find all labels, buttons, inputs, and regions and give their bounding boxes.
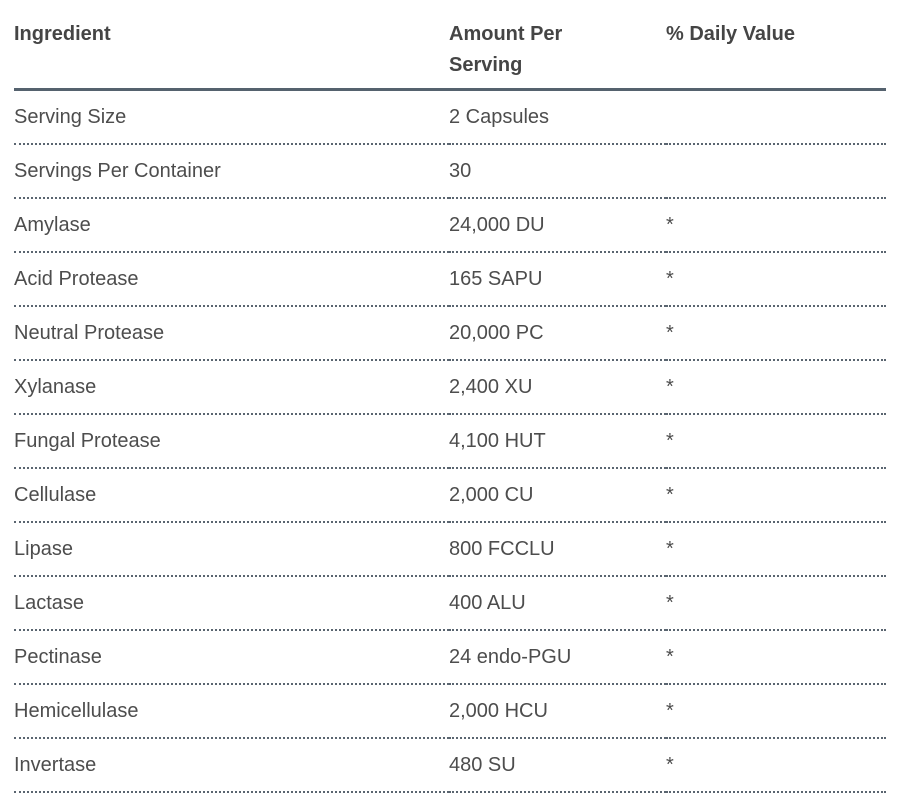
cell-daily_value: * — [666, 252, 886, 307]
supplement-facts-table: Ingredient Amount Per Serving % Daily Va… — [14, 0, 886, 793]
table-row: Acid Protease 165 SAPU * — [14, 252, 886, 307]
table-row: Pectinase 24 endo-PGU * — [14, 630, 886, 685]
table-row: Invertase 480 SU * — [14, 738, 886, 793]
cell-amount: 2,000 CU — [449, 468, 666, 523]
cell-ingredient: Cellulase — [14, 468, 449, 523]
table-row: Serving Size 2 Capsules — [14, 89, 886, 145]
cell-amount: 24 endo-PGU — [449, 630, 666, 685]
header-row: Ingredient Amount Per Serving % Daily Va… — [14, 0, 886, 91]
cell-ingredient: Lactase — [14, 576, 449, 631]
cell-ingredient: Serving Size — [14, 89, 449, 145]
cell-daily_value: * — [666, 576, 886, 631]
table-row: Cellulase 2,000 CU * — [14, 468, 886, 523]
column-header-amount-per-serving: Amount Per Serving — [449, 0, 666, 91]
cell-daily_value: * — [666, 414, 886, 469]
cell-ingredient: Amylase — [14, 198, 449, 253]
cell-ingredient: Invertase — [14, 738, 449, 793]
table-row: Amylase 24,000 DU * — [14, 198, 886, 253]
cell-daily_value: * — [666, 468, 886, 523]
table-row: Servings Per Container 30 — [14, 144, 886, 199]
cell-amount: 20,000 PC — [449, 306, 666, 361]
cell-ingredient: Lipase — [14, 522, 449, 577]
cell-daily_value: * — [666, 738, 886, 793]
table-row: Fungal Protease 4,100 HUT * — [14, 414, 886, 469]
cell-daily_value — [666, 89, 886, 145]
cell-daily_value: * — [666, 198, 886, 253]
table-row: Lactase 400 ALU * — [14, 576, 886, 631]
table-row: Xylanase 2,400 XU * — [14, 360, 886, 415]
cell-daily_value — [666, 144, 886, 199]
cell-amount: 800 FCCLU — [449, 522, 666, 577]
cell-daily_value: * — [666, 360, 886, 415]
cell-ingredient: Hemicellulase — [14, 684, 449, 739]
cell-amount: 24,000 DU — [449, 198, 666, 253]
cell-ingredient: Fungal Protease — [14, 414, 449, 469]
cell-amount: 2,400 XU — [449, 360, 666, 415]
cell-ingredient: Pectinase — [14, 630, 449, 685]
cell-ingredient: Neutral Protease — [14, 306, 449, 361]
cell-ingredient: Xylanase — [14, 360, 449, 415]
cell-daily_value: * — [666, 306, 886, 361]
cell-ingredient: Acid Protease — [14, 252, 449, 307]
cell-amount: 400 ALU — [449, 576, 666, 631]
cell-amount: 2 Capsules — [449, 89, 666, 145]
cell-daily_value: * — [666, 522, 886, 577]
cell-amount: 2,000 HCU — [449, 684, 666, 739]
table-body: Serving Size 2 Capsules Servings Per Conta… — [14, 89, 886, 793]
table-row: Hemicellulase 2,000 HCU * — [14, 684, 886, 739]
cell-ingredient: Servings Per Container — [14, 144, 449, 199]
cell-amount: 30 — [449, 144, 666, 199]
cell-daily_value: * — [666, 684, 886, 739]
cell-amount: 165 SAPU — [449, 252, 666, 307]
column-header-ingredient: Ingredient — [14, 0, 449, 91]
cell-amount: 4,100 HUT — [449, 414, 666, 469]
cell-amount: 480 SU — [449, 738, 666, 793]
table-row: Lipase 800 FCCLU * — [14, 522, 886, 577]
column-header-daily-value: % Daily Value — [666, 0, 886, 91]
cell-daily_value: * — [666, 630, 886, 685]
table-row: Neutral Protease 20,000 PC * — [14, 306, 886, 361]
